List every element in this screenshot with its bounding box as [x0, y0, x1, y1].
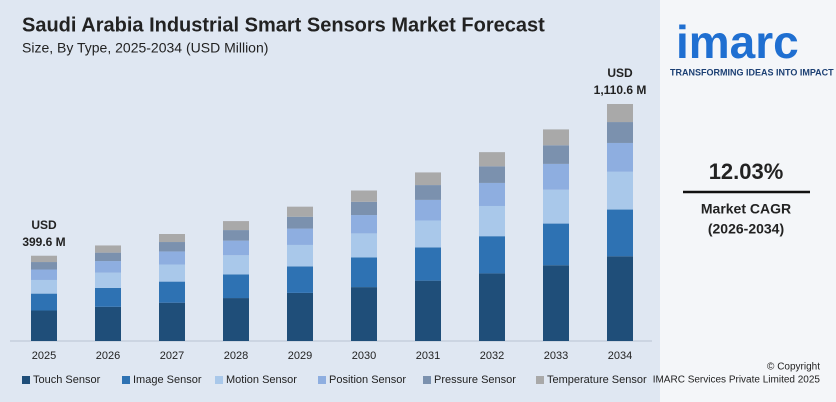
bar-segment — [159, 251, 185, 265]
legend-swatch — [22, 376, 30, 384]
annotation: 399.6 M — [22, 235, 65, 249]
bar-segment — [415, 220, 441, 248]
bar-segment — [95, 306, 121, 341]
cagr-period: (2026-2034) — [708, 221, 784, 237]
bar-segment — [223, 255, 249, 275]
bar-segment — [95, 287, 121, 307]
owner: IMARC Services Private Limited 2025 — [653, 375, 821, 386]
bar-segment — [479, 182, 505, 206]
bar-segment — [415, 185, 441, 200]
bar-segment — [415, 199, 441, 221]
legend-label: Image Sensor — [133, 374, 202, 386]
legend-label: Temperature Sensor — [547, 374, 647, 386]
bar-segment — [607, 171, 633, 210]
x-tick-label: 2028 — [224, 350, 248, 362]
bar-segment — [223, 274, 249, 299]
bar-segment — [31, 262, 57, 270]
bar-segment — [287, 244, 313, 267]
bar-segment — [607, 256, 633, 341]
bar-segment — [543, 223, 569, 266]
bar-segment — [95, 245, 121, 253]
bar-segment — [543, 129, 569, 146]
bar-segment — [479, 236, 505, 274]
x-tick-label: 2030 — [352, 350, 376, 362]
bar-segment — [159, 242, 185, 252]
bar-segment — [543, 265, 569, 341]
bar-segment — [351, 233, 377, 258]
bar-segment — [95, 261, 121, 273]
x-tick-label: 2025 — [32, 350, 56, 362]
bar-segment — [287, 228, 313, 245]
bar-segment — [31, 269, 57, 280]
bar-segment — [223, 230, 249, 241]
x-tick-label: 2027 — [160, 350, 184, 362]
bar-segment — [351, 201, 377, 216]
x-tick-label: 2033 — [544, 350, 568, 362]
bar-segment — [287, 292, 313, 341]
legend-swatch — [122, 376, 130, 384]
bar-segment — [287, 216, 313, 229]
bar-segment — [31, 279, 57, 294]
legend-label: Touch Sensor — [33, 374, 101, 386]
legend-swatch — [215, 376, 223, 384]
bar-segment — [607, 209, 633, 257]
legend-label: Motion Sensor — [226, 374, 297, 386]
bar-segment — [351, 287, 377, 341]
bar-segment — [351, 257, 377, 288]
bar-segment — [31, 293, 57, 311]
bar-segment — [287, 206, 313, 217]
bar-segment — [479, 166, 505, 183]
annotation: USD — [607, 66, 633, 80]
tagline: TRANSFORMING IDEAS INTO IMPACT — [670, 67, 834, 77]
bar-segment — [415, 280, 441, 341]
bar-segment — [31, 255, 57, 263]
x-tick-label: 2031 — [416, 350, 440, 362]
bar-segment — [607, 142, 633, 172]
x-tick-label: 2029 — [288, 350, 312, 362]
legend-swatch — [536, 376, 544, 384]
bar-segment — [31, 310, 57, 341]
legend-swatch — [423, 376, 431, 384]
bar-segment — [95, 252, 121, 262]
bar-segment — [287, 266, 313, 293]
chart-title: Saudi Arabia Industrial Smart Sensors Ma… — [22, 14, 545, 36]
bar-segment — [415, 172, 441, 186]
bar-segment — [159, 264, 185, 282]
bar-segment — [607, 104, 633, 123]
logo: imarc — [676, 16, 799, 68]
x-tick-label: 2032 — [480, 350, 504, 362]
bar-segment — [95, 272, 121, 288]
legend-label: Position Sensor — [329, 374, 406, 386]
bar-segment — [159, 302, 185, 341]
bar-segment — [479, 152, 505, 167]
bar-segment — [351, 215, 377, 234]
bar-segment — [223, 240, 249, 256]
annotation: USD — [31, 218, 57, 232]
sidebar-background — [660, 0, 836, 402]
copyright: © Copyright — [767, 362, 820, 373]
bar-segment — [479, 205, 505, 237]
cagr-value: 12.03% — [709, 159, 784, 184]
bar-segment — [415, 247, 441, 281]
annotation: 1,110.6 M — [594, 83, 647, 97]
x-tick-label: 2034 — [608, 350, 632, 362]
chart-subtitle: Size, By Type, 2025-2034 (USD Million) — [22, 40, 268, 56]
legend-label: Pressure Sensor — [434, 374, 516, 386]
bar-segment — [223, 221, 249, 231]
legend-swatch — [318, 376, 326, 384]
bar-segment — [223, 298, 249, 341]
bar-segment — [543, 145, 569, 164]
bar-segment — [351, 190, 377, 202]
bar-segment — [543, 189, 569, 224]
bar-segment — [479, 273, 505, 341]
bar-segment — [543, 163, 569, 190]
cagr-label: Market CAGR — [701, 201, 791, 217]
bar-segment — [159, 281, 185, 303]
bar-segment — [607, 122, 633, 143]
x-tick-label: 2026 — [96, 350, 120, 362]
bar-segment — [159, 234, 185, 243]
